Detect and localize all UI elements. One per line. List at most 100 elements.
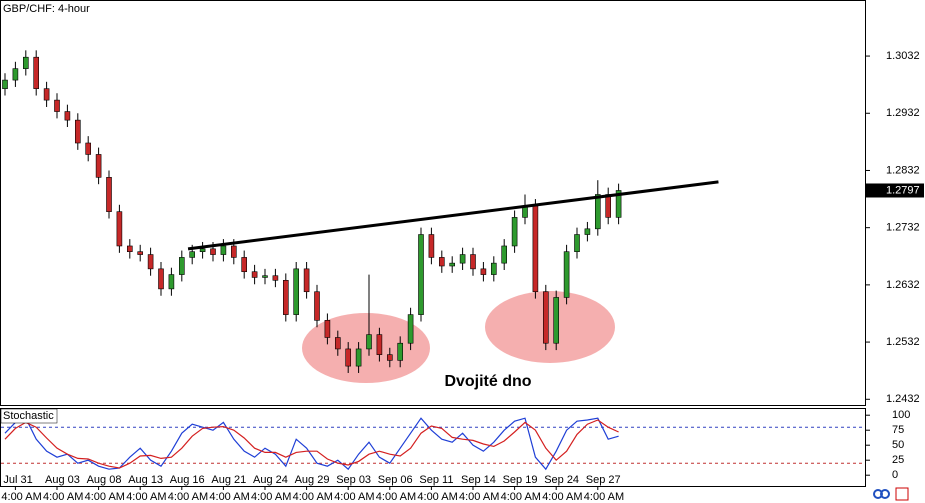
candle-body xyxy=(542,291,549,344)
candle-body xyxy=(480,268,487,275)
x-tick-label: Sep 27 xyxy=(586,474,621,486)
candle-body xyxy=(584,228,591,235)
candle-body xyxy=(137,251,143,255)
candle-body xyxy=(386,354,393,361)
candle-body xyxy=(532,205,539,293)
candle-body xyxy=(220,245,227,255)
x-tick-label: Sep 19 xyxy=(503,474,538,486)
candle-body xyxy=(241,257,247,273)
candle-body xyxy=(2,79,8,89)
candle-body xyxy=(324,320,331,338)
candle-body xyxy=(314,291,320,321)
bottom-highlight xyxy=(302,313,430,383)
y-tick-label: 1.3032 xyxy=(886,50,920,62)
candle-body xyxy=(33,56,40,89)
candle-body xyxy=(345,348,352,367)
stochastic-line xyxy=(4,417,619,471)
candle-body xyxy=(438,257,445,267)
candle-body xyxy=(428,234,435,258)
x-time-label: 4:00 AM xyxy=(293,491,333,503)
x-time-label: 4:00 AM xyxy=(85,491,125,503)
y-tick-label: 1.2732 xyxy=(886,222,920,234)
chart-title: GBP/CHF: 4-hour xyxy=(3,3,90,15)
x-tick-label: Sep 03 xyxy=(336,474,371,486)
x-tick-label: Sep 06 xyxy=(378,474,413,486)
candle-body xyxy=(75,119,81,144)
candle-body xyxy=(85,142,91,155)
x-time-label: 4:00 AM xyxy=(126,491,166,503)
y-tick-label: 25 xyxy=(892,454,904,466)
x-time-label: 4:00 AM xyxy=(251,491,291,503)
x-tick-label: Sep 24 xyxy=(544,474,579,486)
link-icon[interactable] xyxy=(880,489,890,499)
main-panel xyxy=(0,0,866,406)
x-time-label: 4:00 AM xyxy=(417,491,457,503)
candle-body xyxy=(210,248,216,255)
candle-body xyxy=(179,257,185,275)
y-tick-label: 50 xyxy=(892,439,904,451)
candle-body xyxy=(262,275,268,278)
candle-body xyxy=(407,314,414,344)
candle-body xyxy=(189,251,195,258)
candle-body xyxy=(272,275,279,281)
stochastic-line xyxy=(4,419,619,469)
candle-body xyxy=(449,262,456,267)
trendline xyxy=(187,180,719,251)
x-tick-label: Aug 24 xyxy=(253,474,288,486)
candle-body xyxy=(511,217,518,247)
candle-body xyxy=(251,271,258,278)
candle-body xyxy=(127,245,133,252)
x-time-label: 4:00 AM xyxy=(209,491,249,503)
x-tick-label: Jul 31 xyxy=(3,474,32,486)
x-time-label: 4:00 AM xyxy=(1,491,41,503)
candle-body xyxy=(282,279,289,315)
close-icon[interactable] xyxy=(895,487,909,501)
x-tick-label: Aug 08 xyxy=(87,474,122,486)
candle-body xyxy=(12,68,19,81)
y-tick-label: 75 xyxy=(892,424,904,436)
candle-body xyxy=(594,194,601,230)
x-time-label: 4:00 AM xyxy=(43,491,83,503)
candle-body xyxy=(231,245,237,258)
candle-body xyxy=(470,254,476,270)
candle-body xyxy=(376,334,383,355)
candle-body xyxy=(615,190,622,218)
x-tick-label: Sep 11 xyxy=(419,474,453,486)
candle-body xyxy=(459,254,466,264)
candle-body xyxy=(355,348,362,367)
candle-body xyxy=(366,334,372,350)
title-bg xyxy=(0,408,58,424)
y-tick-label: 1.2432 xyxy=(886,393,920,405)
candle-body xyxy=(116,211,123,247)
y-tick-label: 1.2932 xyxy=(886,107,920,119)
candle-body xyxy=(43,88,50,101)
x-tick-label: Aug 21 xyxy=(211,474,246,486)
x-time-label: 4:00 AM xyxy=(376,491,416,503)
x-tick-label: Sep 14 xyxy=(461,474,496,486)
stochastic-panel xyxy=(0,408,866,487)
candle-body xyxy=(64,111,71,121)
x-tick-label: Aug 16 xyxy=(170,474,205,486)
candle-body xyxy=(106,177,112,212)
x-tick-label: Aug 29 xyxy=(295,474,330,486)
candle-body xyxy=(418,234,424,315)
candle-body xyxy=(95,154,102,178)
candle-body xyxy=(199,248,206,252)
candle-body xyxy=(397,342,404,361)
current-price: 1.2797 xyxy=(886,184,920,196)
candle-body xyxy=(168,274,175,290)
x-time-label: 4:00 AM xyxy=(334,491,374,503)
candle-body xyxy=(334,337,341,350)
y-tick-label: 0 xyxy=(892,469,898,481)
candle-body xyxy=(54,99,60,112)
x-tick-label: Aug 13 xyxy=(128,474,163,486)
candle-body xyxy=(501,245,508,264)
candle-body xyxy=(303,268,310,293)
candle-body xyxy=(158,268,164,290)
annotation: Dvojité dno xyxy=(444,373,531,390)
x-time-label: 4:00 AM xyxy=(542,491,582,503)
marks: 1.3032 1.2932 1.2832 1.2732 1.2632 1.2532 1.24… xyxy=(1,50,924,503)
title-bg xyxy=(1,1,95,16)
